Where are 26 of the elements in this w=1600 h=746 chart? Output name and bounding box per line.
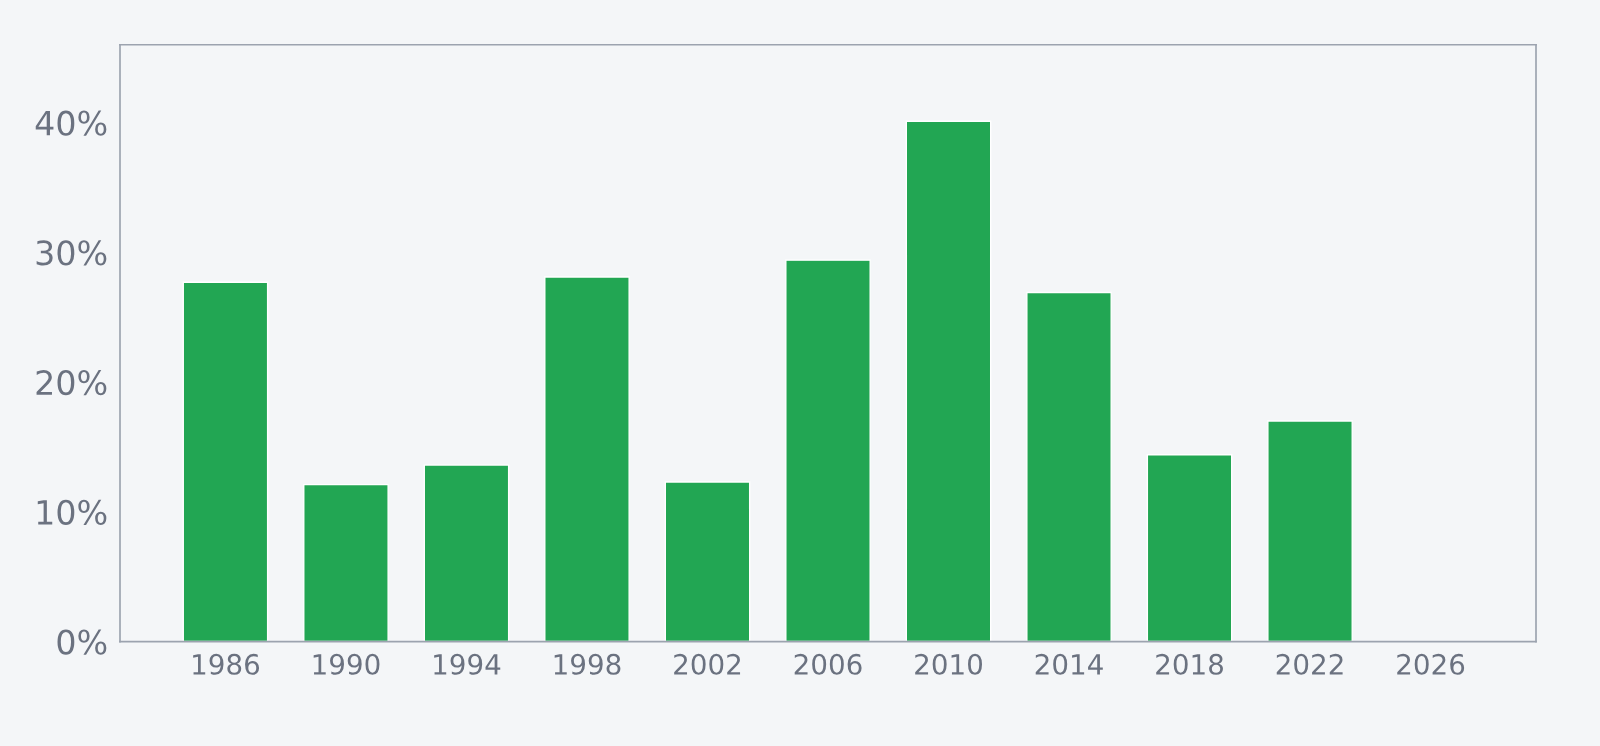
bar (1146, 454, 1233, 642)
x-tick-label: 1994 (434, 653, 501, 675)
x-tick-label: 2014 (1035, 653, 1103, 675)
bar (1026, 291, 1112, 642)
x-tick-label: 1998 (554, 653, 621, 675)
y-tick-label: 0% (57, 629, 107, 655)
bar (785, 259, 871, 642)
x-tick-label: 2010 (915, 653, 983, 675)
bar (1267, 420, 1353, 642)
bar (303, 483, 389, 642)
bar (905, 120, 992, 642)
x-tick-label: 2018 (1156, 653, 1223, 675)
y-tick-label: 20% (36, 370, 107, 396)
y-tick-label: 10% (37, 499, 107, 525)
x-tick-label: 1986 (193, 653, 260, 675)
bar (664, 481, 751, 642)
y-tick-label: 40% (35, 110, 107, 136)
y-tick-label: 30% (36, 240, 107, 266)
bar (182, 281, 269, 642)
bar (423, 464, 510, 642)
x-tick-label: 2026 (1397, 653, 1465, 675)
x-tick-label: 2002 (674, 653, 741, 675)
x-tick-label: 2022 (1276, 653, 1343, 675)
bar (544, 276, 630, 642)
x-tick-label: 1990 (313, 653, 380, 675)
x-tick-label: 2006 (794, 653, 862, 675)
